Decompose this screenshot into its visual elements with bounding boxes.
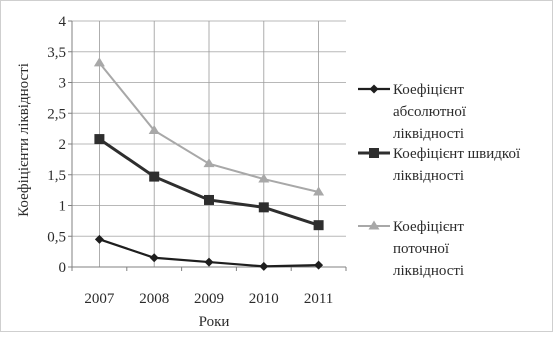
legend-swatch-marker (369, 84, 379, 94)
y-tick-label: 2 (59, 137, 67, 153)
data-point (149, 171, 160, 182)
data-point (94, 134, 105, 145)
legend-swatch-marker (369, 148, 379, 158)
data-point (313, 186, 325, 196)
legend-swatch-marker (368, 220, 380, 230)
data-point (258, 173, 270, 183)
x-axis-title: Роки (199, 314, 230, 330)
x-tick-label: 2010 (249, 291, 279, 307)
y-tick-label: 3,5 (47, 45, 66, 61)
data-point (204, 257, 214, 267)
axes: 0 0,5 1 1,5 2 2,5 3 3,5 4 2007 2008 2009 2010 2011 (47, 14, 347, 307)
y-tick-label: 3 (59, 76, 67, 92)
x-tick-label: 2009 (194, 291, 224, 307)
legend-label: Коефіцієнт (393, 219, 464, 235)
data-point (203, 158, 215, 168)
data-point (314, 260, 324, 270)
data-point (148, 124, 160, 134)
legend-label: ліквідності (393, 263, 464, 279)
data-point (258, 202, 269, 213)
y-tick-label: 4 (59, 14, 67, 30)
legend-label: поточної (393, 241, 450, 257)
y-tick-label: 1,5 (47, 168, 66, 184)
y-tick-label: 0,5 (47, 229, 66, 245)
data-point (204, 194, 214, 205)
legend-label: Коефіцієнт (393, 82, 464, 98)
series (93, 57, 325, 271)
x-tick-label: 2011 (304, 291, 333, 307)
legend-label: ліквідності (393, 168, 464, 184)
x-tick-label: 2008 (139, 291, 169, 307)
axis-labels: Коефіцієнти ліквідності Роки (16, 63, 229, 330)
y-tick-label: 2,5 (47, 106, 66, 122)
x-tick-label: 2007 (84, 291, 115, 307)
data-point (259, 261, 269, 271)
y-tick-label: 0 (59, 260, 67, 276)
data-point (94, 234, 104, 244)
y-axis-title: Коефіцієнти ліквідності (16, 63, 32, 217)
data-point (313, 220, 324, 231)
legend-label: ліквідності (393, 126, 464, 142)
data-point (149, 253, 159, 263)
y-tick-label: 1 (59, 199, 67, 215)
legend-label: абсолютної (393, 104, 467, 120)
legend-label: Коефіцієнт швидкої (393, 146, 521, 162)
legend: Коефіцієнт абсолютної ліквідності Коефіцієн… (358, 82, 521, 279)
data-point (93, 57, 105, 67)
